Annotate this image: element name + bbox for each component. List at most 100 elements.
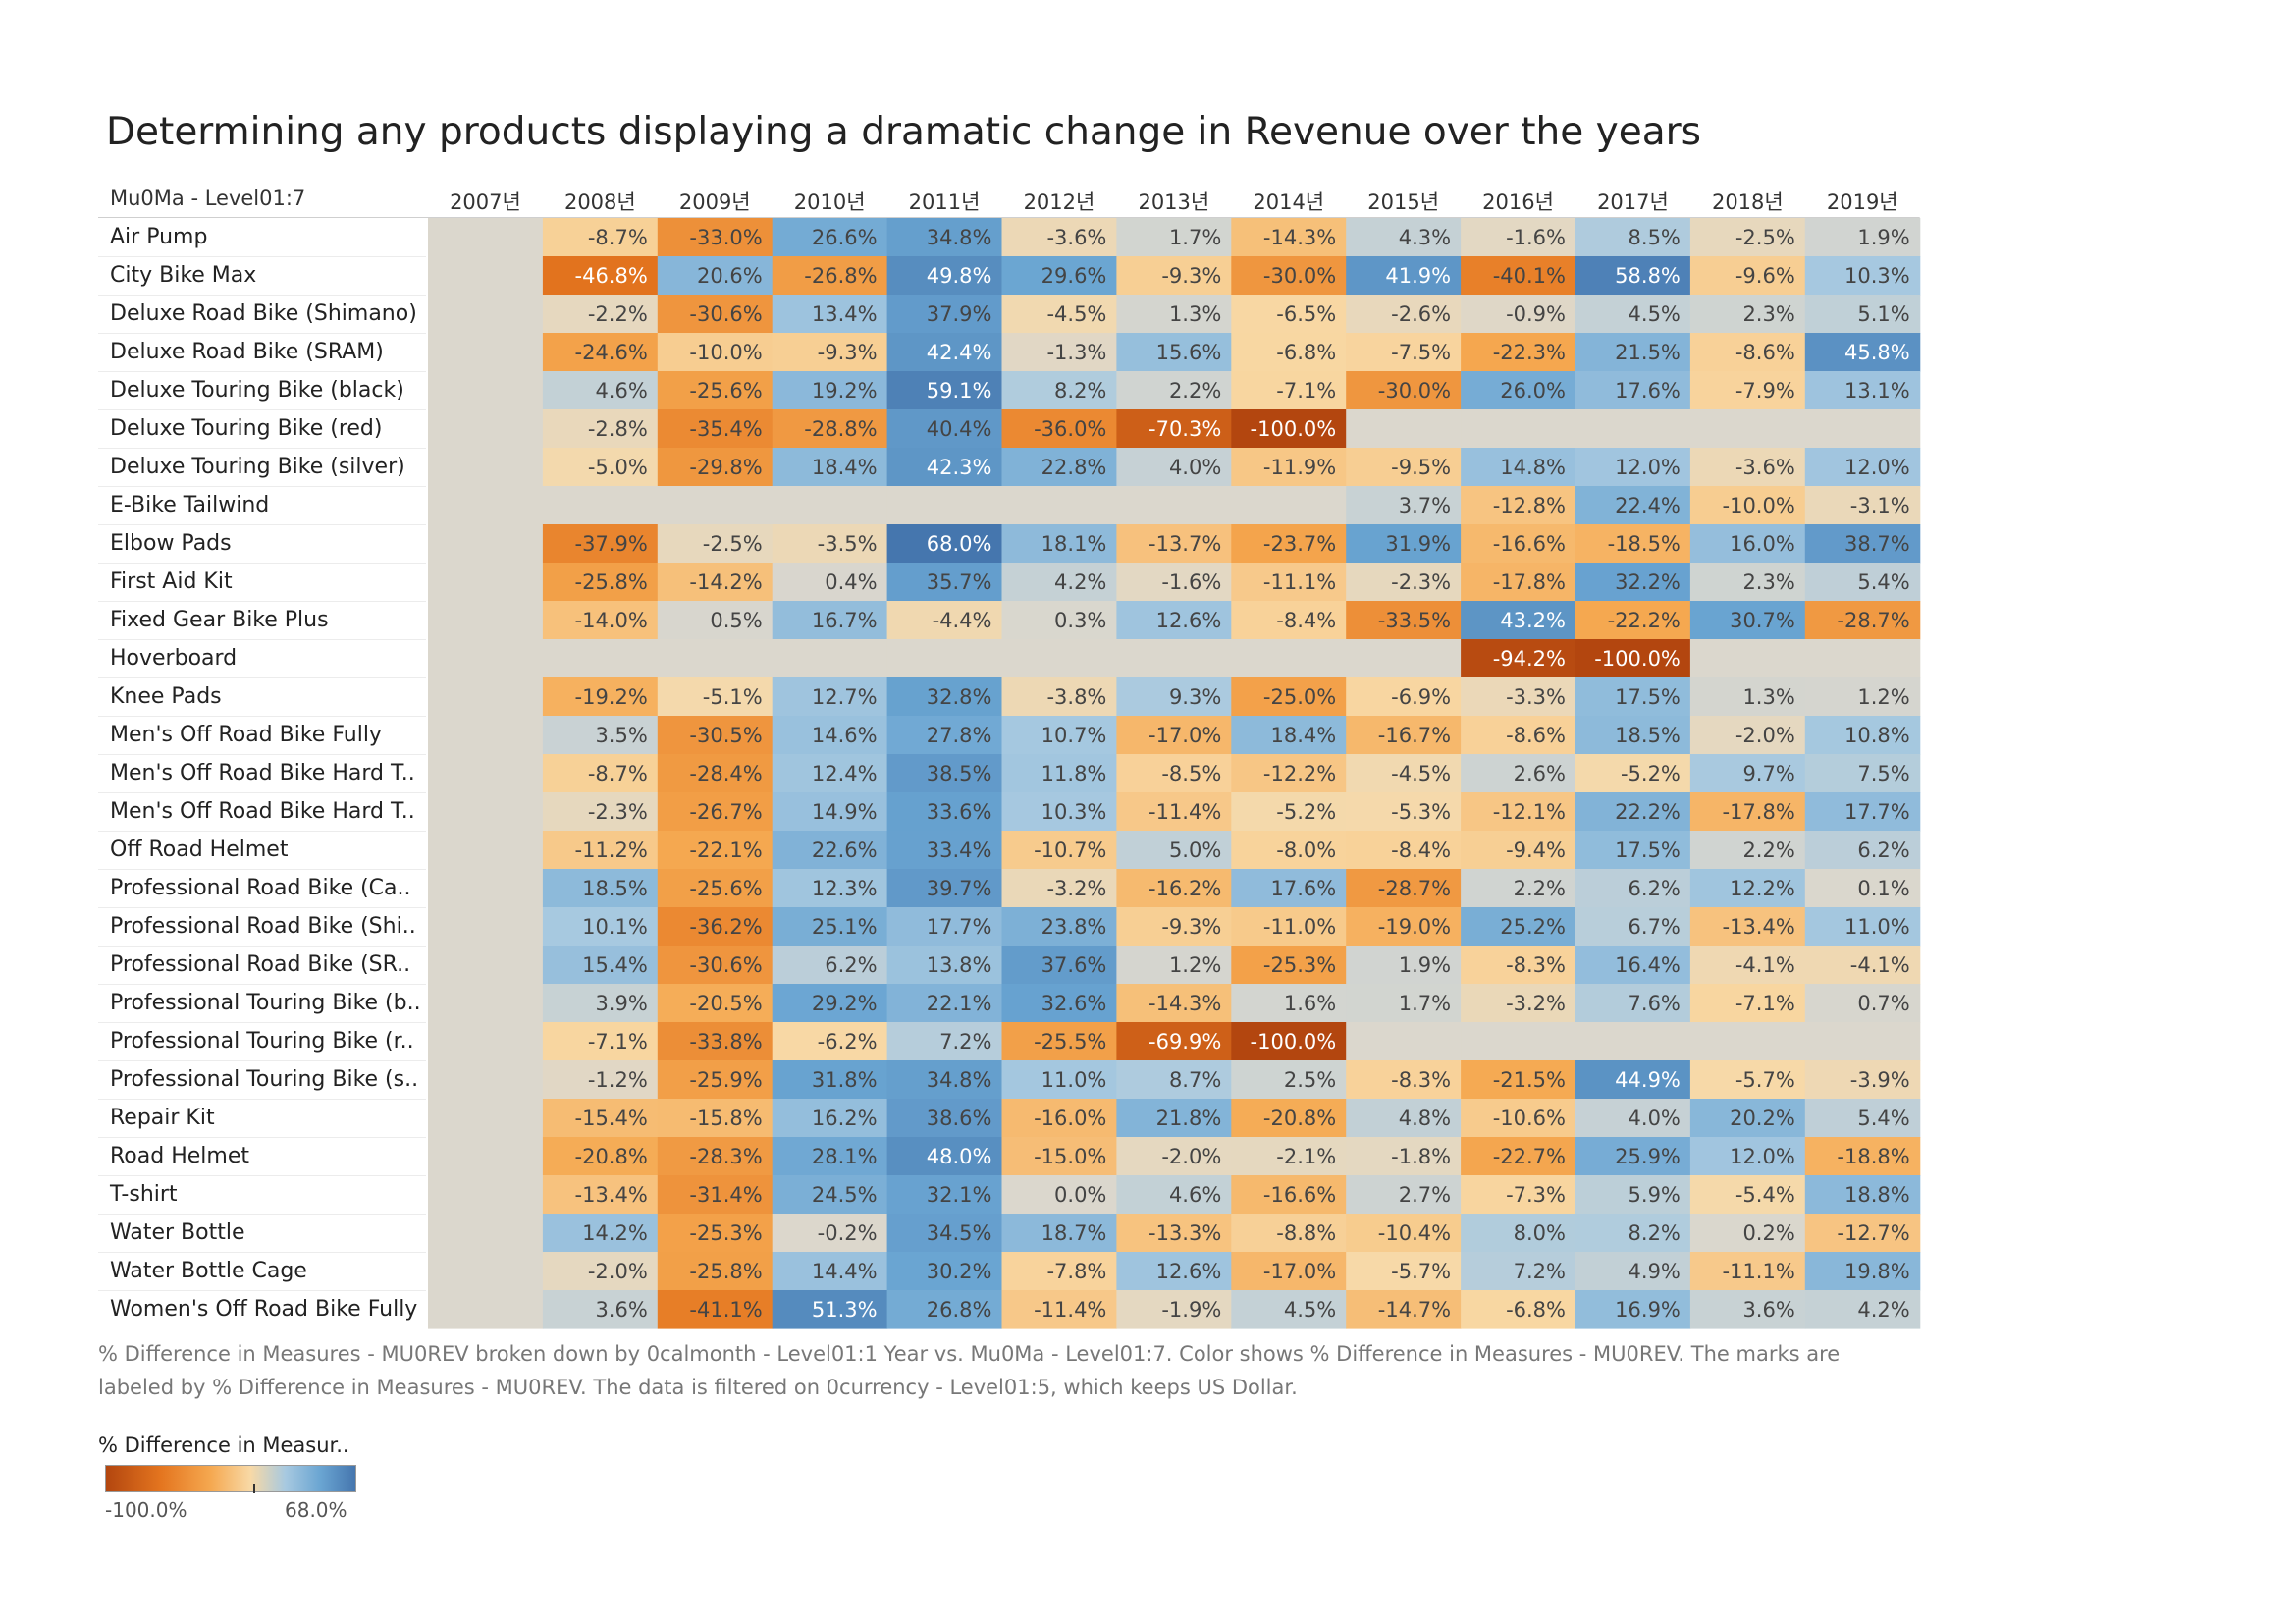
cell-value-label: -3.2%: [1506, 992, 1566, 1015]
cell-value-label: -29.8%: [689, 456, 762, 479]
heatmap-cell: [886, 1137, 1003, 1176]
column-header-5: 2012년: [1023, 190, 1095, 214]
heatmap-cell: [542, 677, 659, 717]
heatmap-cell: [428, 601, 544, 640]
heatmap-cell: [1001, 907, 1117, 947]
heatmap-cell: [1461, 448, 1576, 487]
cell-value-label: 43.2%: [1500, 609, 1566, 632]
heatmap-cell: [1461, 486, 1576, 525]
cell-value-label: -4.4%: [933, 609, 992, 632]
row-label: Road Helmet: [110, 1144, 249, 1168]
cell-value-label: 59.1%: [927, 379, 992, 403]
heatmap-cell: [772, 639, 888, 678]
row-separator: [98, 409, 426, 410]
heatmap-cell: [657, 295, 774, 334]
cell-value-label: 21.5%: [1615, 341, 1681, 364]
cell-value-label: -4.5%: [1046, 302, 1106, 326]
heatmap-cell: [428, 1060, 544, 1100]
cell-value-label: 1.6%: [1284, 992, 1336, 1015]
heatmap-cell: [428, 984, 544, 1023]
heatmap-cell: [542, 984, 659, 1023]
cell-value-label: 11.0%: [1041, 1068, 1107, 1092]
cell-value-label: -11.9%: [1263, 456, 1336, 479]
cell-value-label: -2.5%: [1735, 226, 1795, 249]
cell-value-label: -14.0%: [575, 609, 648, 632]
cell-value-label: 14.4%: [812, 1260, 878, 1283]
cell-value-label: 3.6%: [595, 1298, 647, 1322]
heatmap-cell: [428, 486, 544, 525]
cell-value-label: 29.2%: [812, 992, 878, 1015]
heatmap-cell: [1575, 218, 1691, 257]
heatmap-cell: [1804, 1175, 1921, 1215]
cell-value-label: 10.8%: [1844, 724, 1910, 747]
legend-title: % Difference in Measur..: [98, 1434, 349, 1457]
cell-value-label: 12.2%: [1730, 877, 1795, 900]
heatmap-cell: [1001, 1022, 1117, 1061]
heatmap-cell: [1001, 754, 1117, 793]
heatmap-cell: [1231, 409, 1347, 449]
heatmap-cell: [1231, 907, 1347, 947]
row-separator: [98, 716, 426, 717]
heatmap-cell: [542, 639, 659, 678]
cell-value-label: 14.2%: [582, 1221, 648, 1245]
heatmap-cell: [1116, 371, 1232, 410]
heatmap-cell: [1116, 869, 1232, 908]
cell-value-label: -35.4%: [689, 417, 762, 441]
heatmap-cell: [1346, 677, 1462, 717]
cell-value-label: -5.2%: [1276, 800, 1336, 824]
heatmap-cell: [1575, 563, 1691, 602]
cell-value-label: 16.0%: [1730, 532, 1795, 556]
column-header-3: 2010년: [793, 190, 866, 214]
cell-value-label: -14.3%: [1263, 226, 1336, 249]
heatmap-cell: [1689, 677, 1806, 717]
heatmap-cell: [772, 409, 888, 449]
heatmap-cell: [428, 831, 544, 870]
cell-value-label: -19.0%: [1378, 915, 1451, 939]
row-label: Professional Touring Bike (r..: [110, 1029, 414, 1054]
heatmap-cell: [1575, 716, 1691, 755]
cell-value-label: 12.4%: [812, 762, 878, 785]
row-separator: [98, 639, 426, 640]
cell-value-label: -25.8%: [575, 570, 648, 594]
cell-value-label: 13.4%: [812, 302, 878, 326]
heatmap-cell: [1689, 1137, 1806, 1176]
row-separator: [98, 831, 426, 832]
heatmap-cell: [1231, 1022, 1347, 1061]
column-header-0: 2007년: [450, 190, 521, 214]
heatmap-cell: [657, 716, 774, 755]
heatmap-cell: [1231, 869, 1347, 908]
cell-value-label: -6.5%: [1276, 302, 1336, 326]
heatmap-cell: [542, 333, 659, 372]
heatmap-cell: [1689, 1060, 1806, 1100]
heatmap-cell: [1116, 563, 1232, 602]
cell-value-label: -13.3%: [1148, 1221, 1221, 1245]
cell-value-label: 5.0%: [1169, 839, 1221, 862]
row-separator: [98, 448, 426, 449]
cell-value-label: 5.4%: [1857, 570, 1909, 594]
cell-value-label: 24.5%: [812, 1183, 878, 1207]
heatmap-cell: [1001, 869, 1117, 908]
heatmap-cell: [1575, 677, 1691, 717]
row-separator: [98, 524, 426, 525]
heatmap-cell: [657, 946, 774, 985]
header-rule: [98, 217, 1920, 218]
heatmap-cell: [1231, 1175, 1347, 1215]
cell-value-label: -9.3%: [1161, 915, 1221, 939]
cell-value-label: 8.2%: [1629, 1221, 1681, 1245]
cell-value-label: 4.9%: [1629, 1260, 1681, 1283]
heatmap-cell: [657, 831, 774, 870]
heatmap-cell: [1575, 1137, 1691, 1176]
cell-value-label: 25.1%: [812, 915, 878, 939]
heatmap-cell: [428, 869, 544, 908]
heatmap-cell: [1575, 295, 1691, 334]
heatmap-cell: [1346, 792, 1462, 832]
heatmap-cell: [772, 256, 888, 296]
row-label: T-shirt: [110, 1182, 178, 1207]
heatmap-cell: [542, 1290, 659, 1329]
heatmap-cell: [1804, 907, 1921, 947]
heatmap-cell: [1689, 831, 1806, 870]
cell-value-label: -100.0%: [1594, 647, 1681, 671]
heatmap-cell: [1804, 1214, 1921, 1253]
chart-title: Determining any products displaying a dr…: [106, 110, 1701, 154]
cell-value-label: 2.3%: [1742, 570, 1794, 594]
